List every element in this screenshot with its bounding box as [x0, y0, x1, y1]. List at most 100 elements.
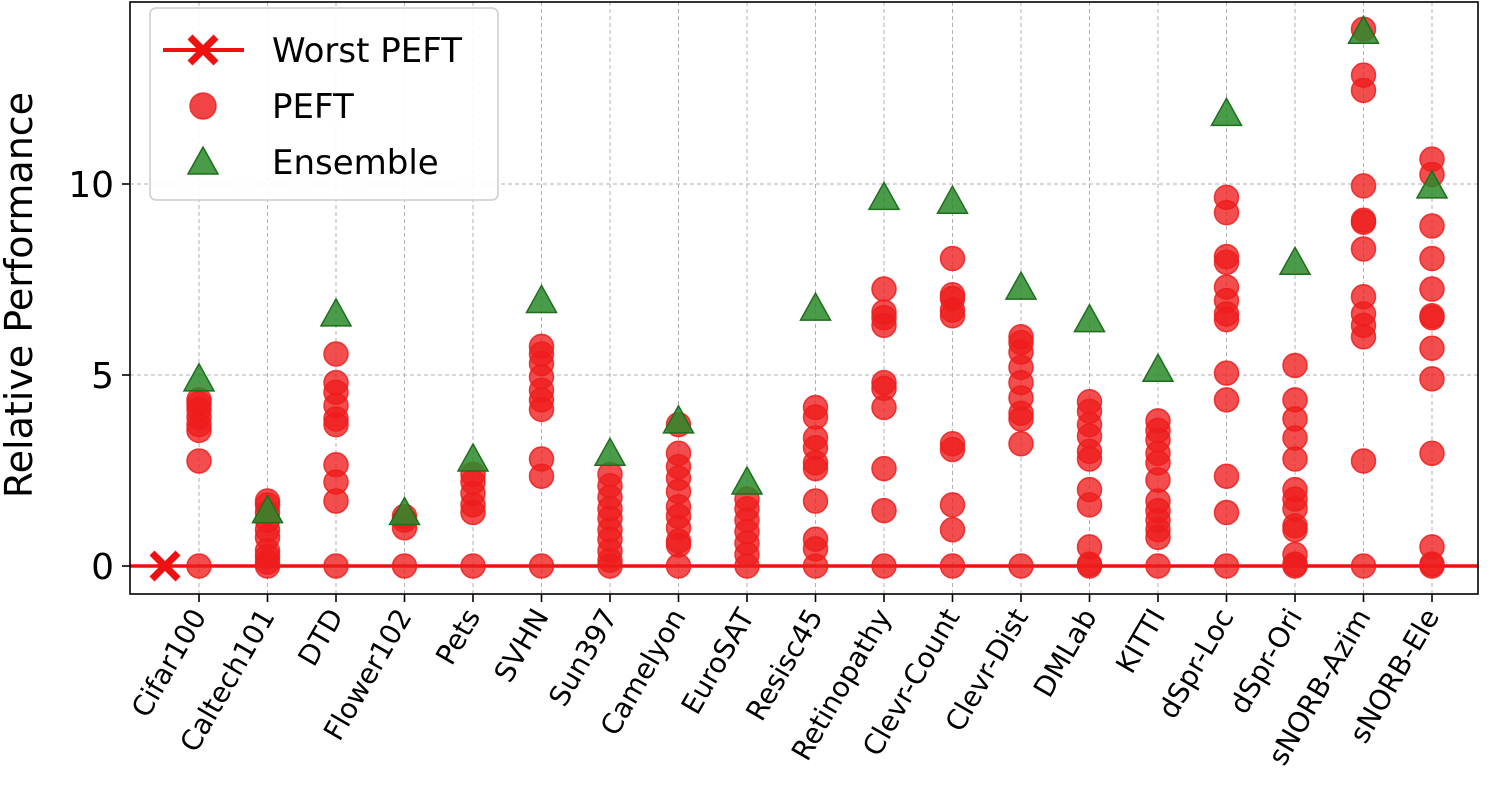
ensemble-point [593, 436, 627, 467]
peft-point [871, 497, 897, 524]
peft-point [939, 516, 966, 543]
peft-point [802, 526, 829, 553]
peft-point [939, 492, 966, 518]
peft-point [1213, 360, 1240, 386]
peft-point [871, 276, 897, 302]
legend: Worst PEFT PEFT Ensemble [149, 7, 499, 201]
peft-point [1419, 303, 1445, 329]
peft-point [1419, 146, 1445, 172]
peft-point [939, 245, 966, 272]
peft-point [871, 369, 897, 396]
peft-point [871, 553, 897, 579]
ensemble-point [525, 283, 558, 314]
legend-ensemble-marker [186, 145, 220, 175]
legend-entry-peft: PEFT [189, 87, 354, 127]
legend-entry-worst-peft: Worst PEFT [163, 31, 462, 71]
data-markers [182, 14, 1449, 579]
peft-point [1350, 62, 1377, 88]
peft-point [528, 553, 555, 579]
peft-point [1213, 243, 1240, 270]
ensemble-point [319, 297, 353, 327]
peft-point [1076, 534, 1103, 560]
peft-point [323, 369, 349, 396]
peft-point [1419, 440, 1445, 467]
y-tick-label: 0 [91, 547, 114, 588]
peft-point [1282, 352, 1308, 379]
x-tick-label: Pets [429, 603, 487, 670]
peft-point [1076, 476, 1103, 503]
peft-point [1076, 388, 1103, 415]
ensemble-point [182, 362, 216, 392]
peft-point [802, 394, 829, 421]
peft-point [871, 455, 897, 482]
peft-point [1419, 276, 1445, 302]
y-tick-label: 10 [68, 165, 114, 206]
ensemble-point [1004, 270, 1038, 300]
peft-point [1145, 553, 1171, 579]
peft-point [1419, 245, 1445, 272]
peft-point [1145, 408, 1171, 434]
peft-point [528, 446, 555, 472]
peft-point [323, 452, 349, 478]
peft-point [1282, 387, 1308, 413]
peft-point [1282, 541, 1308, 568]
peft-point [1350, 448, 1377, 474]
peft-point [1350, 283, 1377, 310]
peft-point [665, 440, 692, 467]
peft-point [528, 333, 555, 360]
peft-point [1213, 184, 1240, 211]
peft-point [802, 488, 829, 514]
peft-point [1213, 553, 1240, 579]
peft-point [939, 553, 966, 579]
ensemble-point [388, 495, 421, 526]
plot-area-frame [129, 1, 1479, 595]
peft-point [939, 431, 966, 457]
legend-entry-ensemble: Ensemble [186, 143, 439, 183]
peft-point [1213, 387, 1240, 413]
ensemble-point [730, 465, 764, 495]
peft-point [1282, 476, 1308, 503]
peft-point [1350, 236, 1377, 262]
peft-point [1008, 431, 1034, 457]
ensemble-point [456, 442, 490, 472]
peft-point [1419, 534, 1445, 560]
ensemble-point [1073, 303, 1106, 333]
peft-point [1213, 463, 1240, 489]
x-tick-label: SVHN [488, 603, 556, 688]
peft-point [1008, 553, 1034, 579]
peft-point [186, 448, 212, 474]
y-axis-ticks: 0 5 10 [68, 165, 130, 588]
peft-point [1213, 274, 1240, 300]
legend-box [149, 7, 499, 201]
peft-point [391, 553, 418, 579]
ensemble-point [1141, 352, 1175, 383]
legend-peft-marker [189, 92, 217, 120]
peft-point [1213, 499, 1240, 526]
y-tick-label: 5 [91, 356, 114, 397]
ensemble-point [1415, 169, 1449, 199]
peft-point [939, 282, 966, 308]
x-tick-label: DTD [291, 603, 350, 672]
legend-label-ensemble: Ensemble [272, 143, 439, 183]
x-tick-label: KITTI [1109, 603, 1172, 679]
peft-point [460, 553, 486, 579]
y-axis-label: Relative Performance [0, 92, 41, 498]
ensemble-point [936, 184, 969, 214]
peft-point [186, 553, 212, 579]
legend-worst-x-marker [187, 34, 219, 66]
ensemble-point [662, 404, 695, 434]
peft-point [871, 299, 897, 325]
ensemble-point [1210, 96, 1243, 127]
x-tick-label: DMLab [1027, 603, 1104, 703]
peft-point [1419, 366, 1445, 392]
peft-point [1419, 335, 1445, 362]
ensemble-point [799, 291, 832, 321]
peft-point [323, 341, 349, 367]
ensemble-point [1347, 14, 1380, 44]
peft-point [323, 553, 349, 579]
peft-point [1350, 173, 1377, 199]
peft-point [1008, 324, 1034, 350]
ensemble-point [867, 180, 901, 211]
